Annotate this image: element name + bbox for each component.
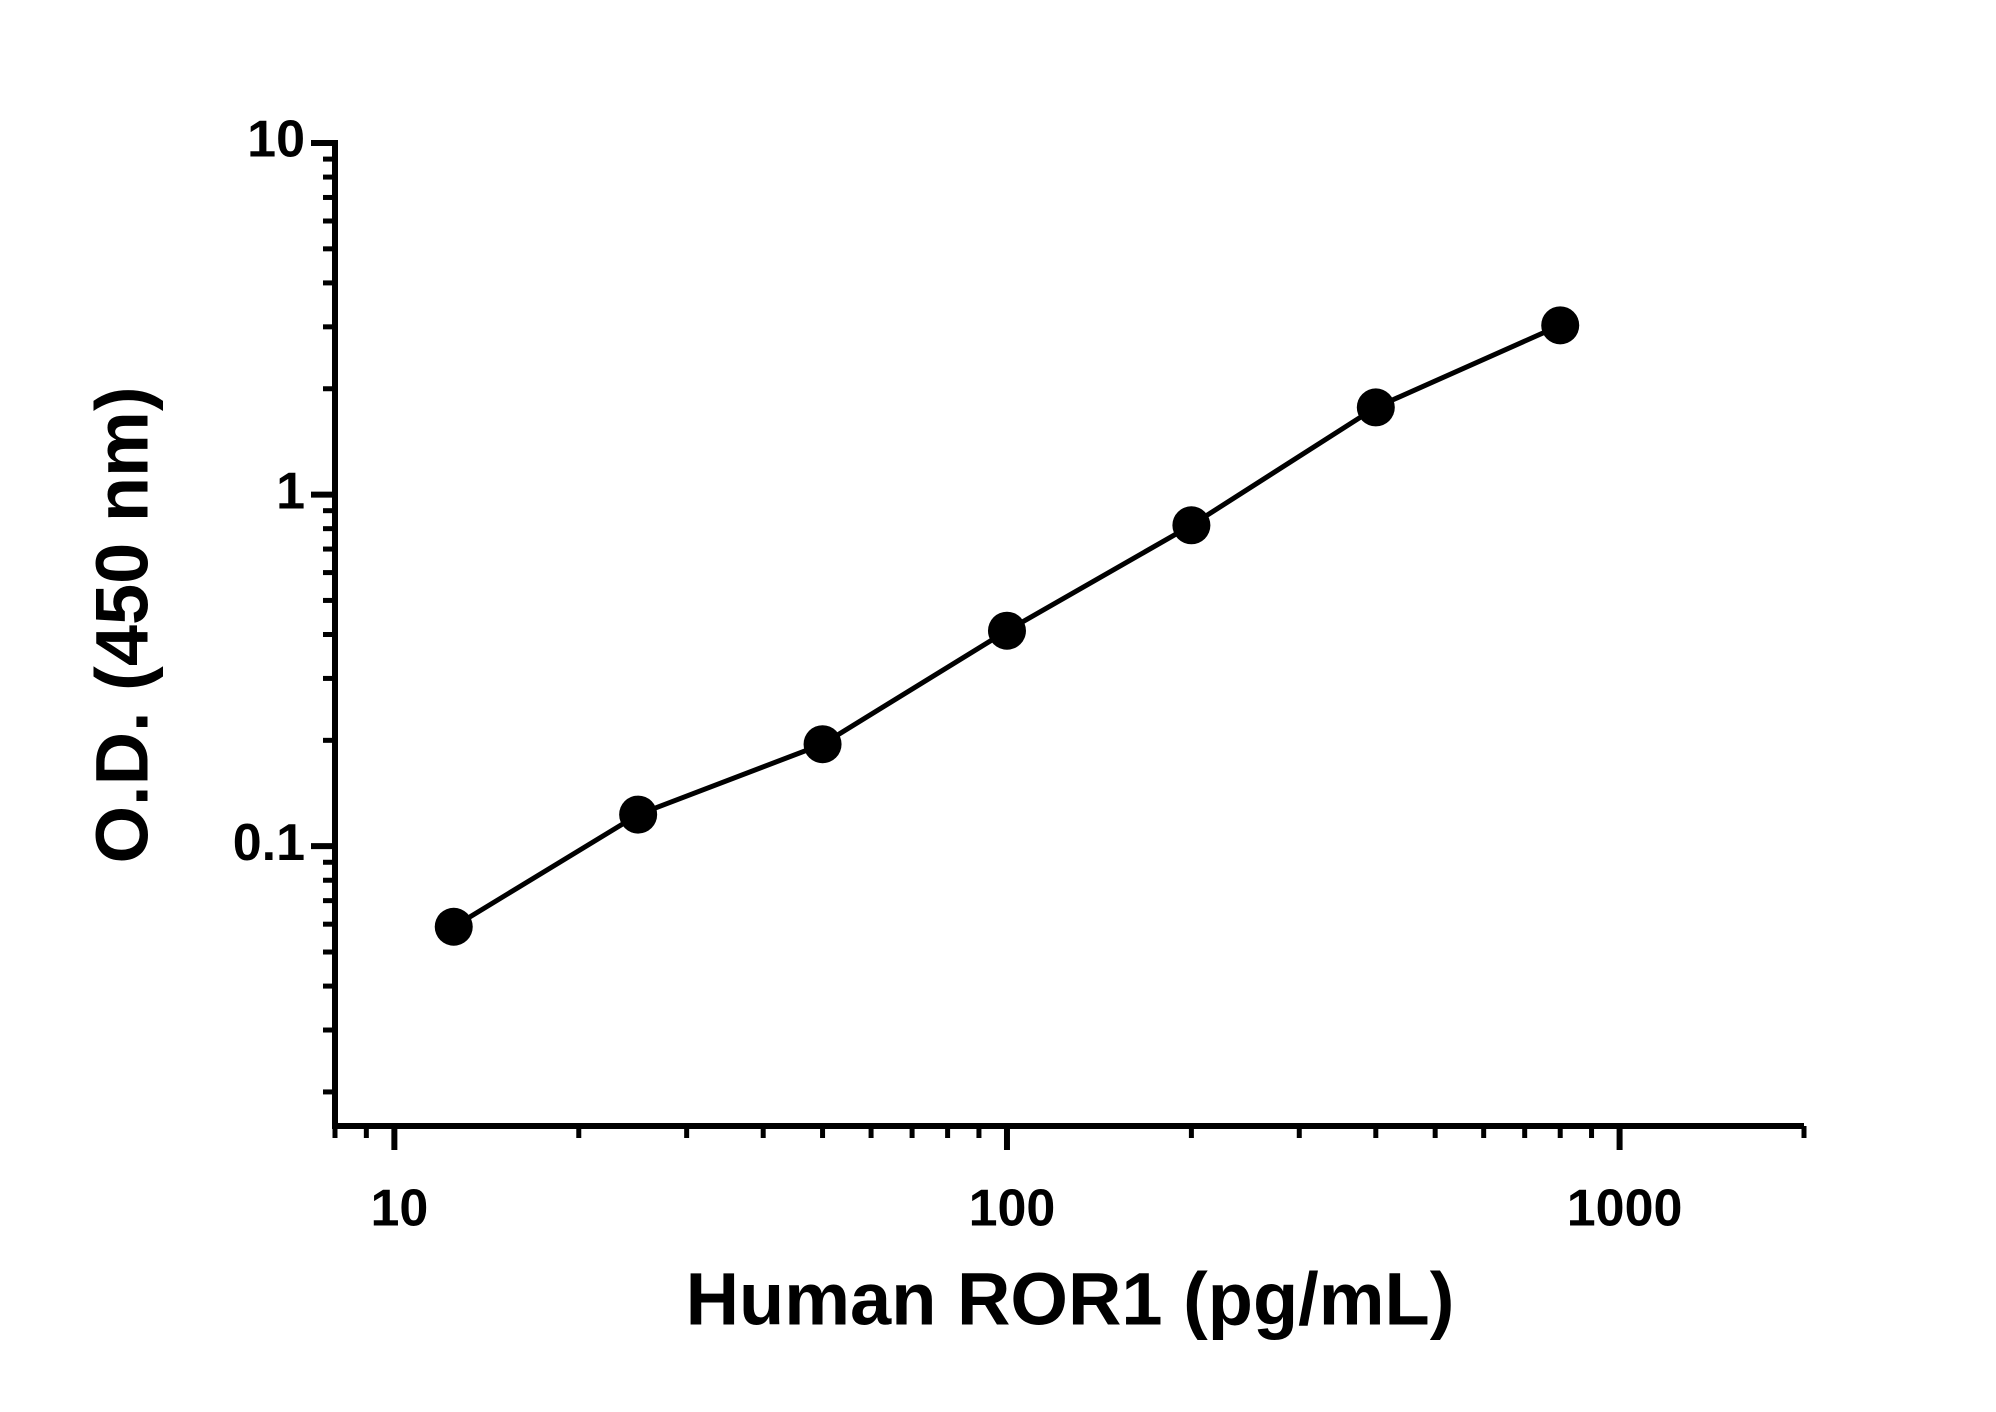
x-tick-label: 1000	[1567, 1180, 1683, 1238]
data-point	[619, 795, 658, 834]
data-point	[1356, 388, 1395, 427]
data-point	[1541, 306, 1580, 345]
y-tick-label: 10	[247, 111, 305, 169]
x-tick-label: 10	[370, 1180, 428, 1238]
x-tick-label: 100	[969, 1180, 1056, 1238]
y-tick-label: 0.1	[233, 814, 305, 872]
y-axis-label: O.D. (450 nm)	[81, 387, 164, 864]
data-point	[803, 725, 842, 764]
data-point	[987, 611, 1026, 650]
x-axis-label: Human ROR1 (pg/mL)	[686, 1258, 1455, 1341]
data-point	[434, 907, 473, 946]
data-point	[1172, 506, 1211, 545]
y-tick-label: 1	[276, 462, 305, 520]
